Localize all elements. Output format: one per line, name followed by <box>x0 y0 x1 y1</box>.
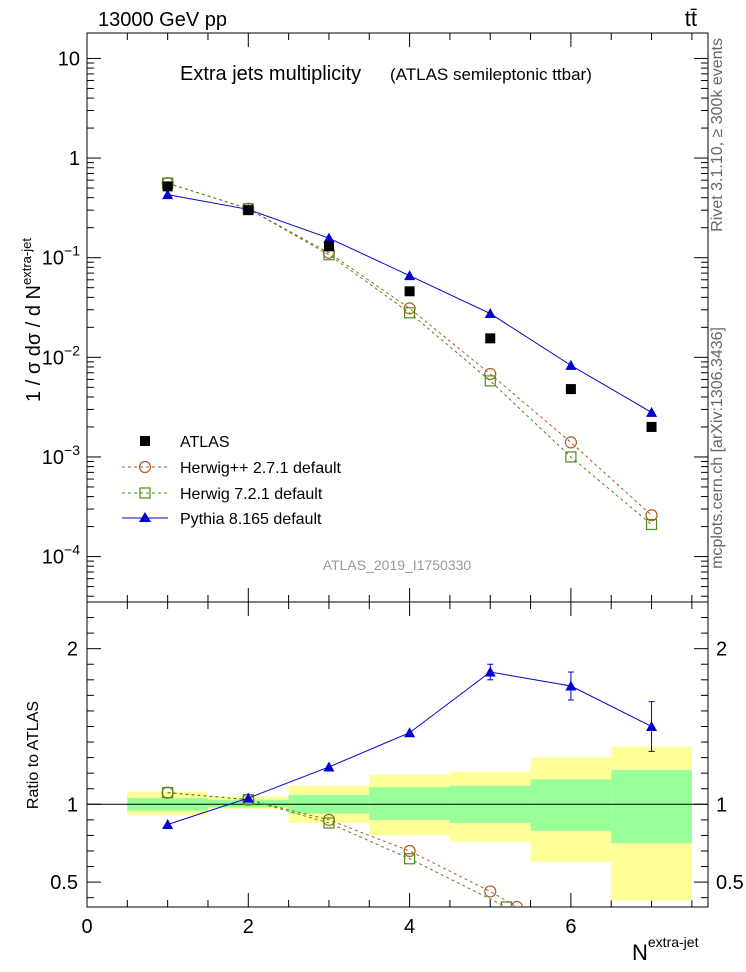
ratio-pythia-point <box>646 720 658 731</box>
inner-uncertainty-band <box>530 779 612 831</box>
x-axis-label: Nextra-jet <box>632 934 699 965</box>
main-herwigpp-point <box>484 367 497 381</box>
ratio-plot-frame <box>86 601 709 908</box>
main-atlas-point <box>243 205 254 216</box>
x-tick-label: 4 <box>404 916 415 938</box>
main-pythia-point <box>323 232 335 243</box>
main-atlas-point <box>565 384 576 395</box>
mcplots-source-label: mcplots.cern.ch [arXiv:1306.3436] <box>709 327 726 569</box>
plot-subtitle: (ATLAS semileptonic ttbar) <box>390 65 592 84</box>
main-y-tick-label: 10−3 <box>42 442 80 469</box>
legend: ATLAS Herwig++ 2.7.1 default Herwig 7.2.… <box>122 434 342 528</box>
energy-label: 13000 GeV pp <box>98 9 227 31</box>
analysis-watermark: ATLAS_2019_I1750330 <box>323 557 472 573</box>
main-y-tick-label: 1 <box>69 148 80 170</box>
main-y-tick-label: 10−2 <box>42 342 80 369</box>
main-y-axis-label-text: 1 / σ dσ / d N <box>23 285 45 402</box>
ratio-pythia-point <box>484 666 496 677</box>
ratio-herwigpp-point <box>403 844 416 858</box>
process-label: tt̄ <box>685 6 697 31</box>
main-y-tick-base: 1 <box>69 148 80 170</box>
main-series <box>161 177 658 531</box>
ratio-herwig7-line <box>167 792 507 907</box>
main-y-tick-base: 10 <box>42 248 64 270</box>
ratio-y-tick-label-right: 0.5 <box>716 872 744 894</box>
main-pythia-point <box>565 359 577 370</box>
x-tick-label: 0 <box>81 916 92 938</box>
inner-uncertainty-band <box>611 770 692 844</box>
ratio-herwig7-point <box>162 787 174 799</box>
x-axis-label-sup: extra-jet <box>648 934 699 950</box>
ratio-pythia-point <box>404 727 416 738</box>
ratio-herwig7-point <box>500 901 512 907</box>
legend-herwigpp-label: Herwig++ 2.7.1 default <box>180 460 342 477</box>
main-pythia-point <box>646 406 658 417</box>
main-pythia-point <box>484 308 496 319</box>
ratio-y-tick-label: 2 <box>67 639 78 661</box>
legend-herwigpp-marker <box>138 460 152 474</box>
ratio-herwigpp-point <box>510 900 523 907</box>
ratio-y-tick-label: 0.5 <box>50 872 78 894</box>
main-y-tick-label: 10−4 <box>42 542 80 569</box>
main-atlas-point <box>323 241 334 252</box>
main-pythia-line <box>167 194 652 413</box>
ratio-herwig7-point <box>403 853 416 865</box>
ratio-y-tick-label-right: 2 <box>716 639 727 661</box>
inner-uncertainty-band <box>207 799 289 808</box>
legend-herwig7-marker <box>139 487 151 499</box>
main-atlas-point <box>404 286 415 297</box>
main-y-tick-base: 10 <box>42 547 64 569</box>
main-herwig7-point <box>565 451 577 463</box>
ratio-pythia-point <box>323 761 335 772</box>
legend-pythia-marker <box>139 512 151 522</box>
legend-atlas-label: ATLAS <box>180 434 230 451</box>
main-y-tick-base: 10 <box>42 447 64 469</box>
main-y-tick-exp: −3 <box>64 442 80 458</box>
x-axis-label-text: N <box>632 940 648 965</box>
ratio-axes: 0 2 4 6 0.5 0.5 1 1 2 2 <box>50 602 744 938</box>
legend-atlas-marker <box>140 436 150 446</box>
main-y-tick-exp: −1 <box>64 243 80 259</box>
main-pythia-point <box>404 270 416 281</box>
legend-pythia-label: Pythia 8.165 default <box>180 511 322 528</box>
rivet-version-label: Rivet 3.1.10, ≥ 300k events <box>709 38 726 232</box>
main-y-tick-exp: −2 <box>64 342 80 358</box>
ratio-y-tick-label: 1 <box>67 794 78 816</box>
main-herwig7-point <box>403 307 416 319</box>
inner-uncertainty-band <box>369 787 450 820</box>
ratio-pythia-point <box>565 680 577 691</box>
main-herwigpp-point <box>564 436 577 449</box>
x-tick-label: 2 <box>243 916 254 938</box>
main-atlas-point <box>162 181 173 192</box>
ratio-y-tick-label-right: 1 <box>716 794 727 816</box>
x-tick-label: 6 <box>565 916 576 938</box>
main-atlas-point <box>485 333 496 344</box>
main-y-tick-base: 10 <box>42 347 64 369</box>
ratio-pythia-point <box>242 792 254 803</box>
uncertainty-bands <box>87 746 708 901</box>
main-pythia-point <box>162 189 174 200</box>
main-herwig7-point <box>645 518 658 531</box>
main-y-tick-label: 10 <box>58 48 80 70</box>
ratio-series <box>161 663 658 907</box>
plot-title: Extra jets multiplicity <box>180 63 361 85</box>
ratio-pythia-point <box>162 819 174 830</box>
legend-herwig7-label: Herwig 7.2.1 default <box>180 486 323 503</box>
main-y-axis-label-sup: extra-jet <box>19 238 34 285</box>
ratio-y-axis-label: Ratio to ATLAS <box>25 701 42 809</box>
main-herwig7-point <box>484 375 496 387</box>
ratio-herwig7-point <box>323 817 335 829</box>
main-y-tick-base: 10 <box>58 48 80 70</box>
main-y-axis-label: 1 / σ dσ / d Nextra-jet <box>19 238 45 402</box>
ratio-herwigpp-point <box>484 885 497 898</box>
main-herwigpp-point <box>645 509 658 522</box>
main-y-tick-exp: −4 <box>64 542 80 558</box>
main-y-tick-label: 10−1 <box>42 243 80 270</box>
main-atlas-point <box>646 421 657 432</box>
